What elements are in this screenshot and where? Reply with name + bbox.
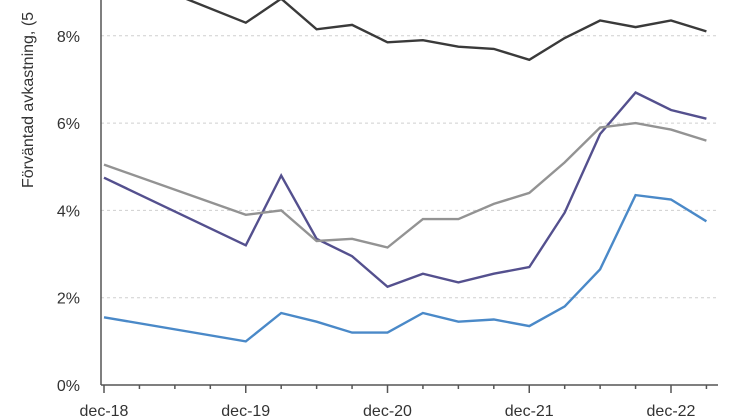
y-tick-label: 8% bbox=[57, 29, 80, 46]
x-tick-label: dec-20 bbox=[363, 403, 412, 419]
y-tick-label: 6% bbox=[57, 116, 80, 133]
y-tick-labels: 0% 2% 4% 6% 8% bbox=[57, 29, 80, 395]
series-line-1 bbox=[185, 0, 707, 62]
axes bbox=[100, 0, 718, 393]
y-tick-label: 0% bbox=[57, 378, 80, 395]
y-tick-label: 4% bbox=[57, 203, 80, 220]
series-lines bbox=[103, 0, 708, 343]
x-tick-label: dec-21 bbox=[505, 403, 554, 419]
x-tick-label: dec-18 bbox=[80, 403, 129, 419]
x-tick-label: dec-22 bbox=[647, 403, 696, 419]
series-line-3 bbox=[103, 121, 707, 249]
series-line-4 bbox=[103, 193, 708, 343]
x-tick-labels: dec-18 dec-19 dec-20 dec-21 dec-22 bbox=[80, 403, 696, 419]
gridlines bbox=[101, 35, 718, 299]
y-axis-title: Förväntad avkastning, (5 bbox=[20, 12, 37, 188]
y-tick-label: 2% bbox=[57, 291, 80, 308]
series-line-2 bbox=[103, 91, 707, 289]
x-tick-label: dec-19 bbox=[221, 403, 270, 419]
